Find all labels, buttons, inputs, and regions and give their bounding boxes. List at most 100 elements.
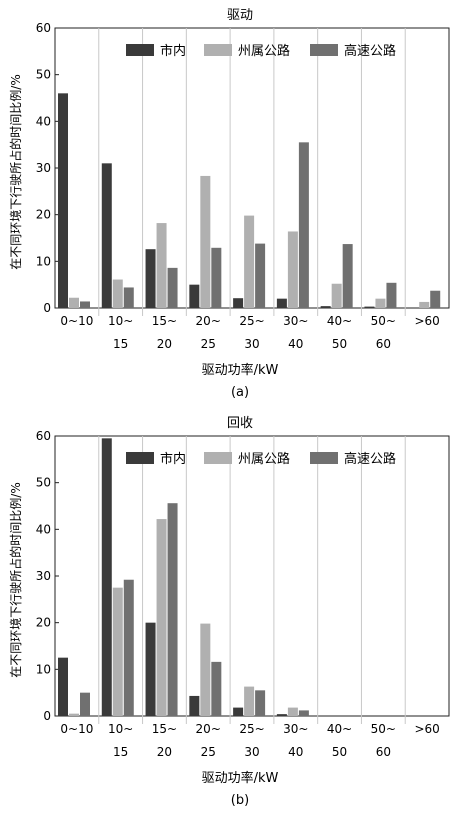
x-tick-label: 50	[332, 337, 347, 351]
bar	[189, 284, 200, 308]
bar	[233, 298, 244, 308]
bar	[342, 244, 353, 308]
x-tick-label: 40~	[327, 314, 352, 328]
bar	[211, 247, 222, 308]
x-tick-label: >60	[414, 314, 439, 328]
bar	[112, 587, 123, 716]
bar	[419, 301, 430, 308]
x-tick-label: 25~	[239, 722, 264, 736]
y-tick-label: 40	[36, 114, 51, 128]
x-tick-label: 60	[376, 337, 391, 351]
x-tick-label: 20	[157, 745, 172, 759]
legend-label: 高速公路	[344, 451, 396, 467]
bar	[255, 243, 266, 308]
x-tick-label: 25~	[239, 314, 264, 328]
bar	[298, 142, 309, 308]
legend-swatch	[126, 452, 154, 464]
bar	[244, 686, 255, 716]
x-tick-label: 20~	[196, 722, 221, 736]
bar	[298, 710, 309, 716]
figure-caption: (a)	[231, 385, 249, 400]
y-axis-label: 在不同环境下行驶所占的时间比例/%	[8, 74, 23, 269]
bar	[331, 283, 342, 308]
figure-caption: (b)	[231, 793, 249, 808]
chart-drive: 0 10 20 30 40 50 60 0~10 10~ 15 15~ 20 20~ 25 25~ 30 30~…	[8, 8, 450, 400]
bar	[101, 163, 112, 308]
bar	[156, 519, 167, 716]
bar	[211, 661, 222, 716]
x-tick-label: 15	[113, 745, 128, 759]
legend-swatch	[126, 44, 154, 56]
bar	[80, 692, 90, 716]
bar	[320, 306, 331, 308]
y-tick-label: 30	[36, 569, 51, 583]
chart-regen: 0 10 20 30 40 50 60 0~10 10~ 15 15~ 20 20~ 25 25~ 30 30~…	[8, 416, 450, 808]
x-tick-label: 30~	[283, 314, 308, 328]
chart-title: 回收	[227, 416, 253, 431]
y-axis-label: 在不同环境下行驶所占的时间比例/%	[8, 482, 23, 677]
bar	[244, 215, 255, 308]
y-tick-label: 20	[36, 616, 51, 630]
legend-label: 高速公路	[344, 43, 396, 59]
x-tick-label: 10~	[108, 314, 133, 328]
bar	[167, 267, 178, 308]
x-tick-label: 30	[244, 745, 259, 759]
bar	[145, 622, 156, 716]
x-tick-label: 10~	[108, 722, 133, 736]
legend-label: 市内	[160, 43, 186, 59]
x-tick-label: 15	[113, 337, 128, 351]
bar	[69, 713, 79, 716]
x-tick-label: 0~10	[60, 722, 93, 736]
bar	[276, 298, 287, 308]
bar	[58, 93, 68, 308]
x-tick-label: 25	[201, 745, 216, 759]
legend-label: 州属公路	[238, 43, 290, 59]
bar	[123, 579, 134, 716]
legend-swatch	[204, 44, 232, 56]
y-tick-label: 40	[36, 522, 51, 536]
bar	[80, 301, 90, 308]
x-tick-label: 40	[288, 745, 303, 759]
y-tick-label: 0	[43, 709, 51, 723]
bar	[189, 695, 200, 716]
bar	[255, 690, 266, 716]
x-tick-label: 15~	[152, 722, 177, 736]
x-tick-label: 50~	[371, 722, 396, 736]
legend-label: 州属公路	[238, 451, 290, 467]
x-tick-label: 30	[244, 337, 259, 351]
bar	[287, 231, 298, 308]
bar	[101, 438, 112, 716]
bar	[276, 714, 287, 716]
x-tick-label: 0~10	[60, 314, 93, 328]
bar	[287, 707, 298, 716]
x-tick-label: 40	[288, 337, 303, 351]
x-tick-label: 50	[332, 745, 347, 759]
legend-swatch	[310, 44, 338, 56]
y-tick-label: 60	[36, 429, 51, 443]
x-tick-label: 20~	[196, 314, 221, 328]
x-tick-label: >60	[414, 722, 439, 736]
y-tick-label: 10	[36, 254, 51, 268]
y-tick-label: 10	[36, 662, 51, 676]
x-tick-label: 60	[376, 745, 391, 759]
legend-swatch	[204, 452, 232, 464]
bar	[430, 290, 441, 308]
chart-title: 驱动	[227, 8, 253, 23]
bar	[156, 223, 167, 308]
bar	[200, 175, 211, 308]
y-tick-label: 30	[36, 161, 51, 175]
x-tick-label: 40~	[327, 722, 352, 736]
bar	[112, 279, 123, 308]
y-tick-label: 60	[36, 21, 51, 35]
x-axis-label: 驱动功率/kW	[202, 362, 279, 378]
bar	[364, 306, 375, 308]
x-axis-label: 驱动功率/kW	[202, 770, 279, 786]
x-tick-label: 50~	[371, 314, 396, 328]
bar	[200, 623, 211, 716]
y-tick-label: 20	[36, 208, 51, 222]
bar	[386, 282, 397, 308]
y-tick-label: 50	[36, 68, 51, 82]
bar	[167, 503, 178, 716]
bar	[145, 249, 156, 308]
x-tick-label: 15~	[152, 314, 177, 328]
